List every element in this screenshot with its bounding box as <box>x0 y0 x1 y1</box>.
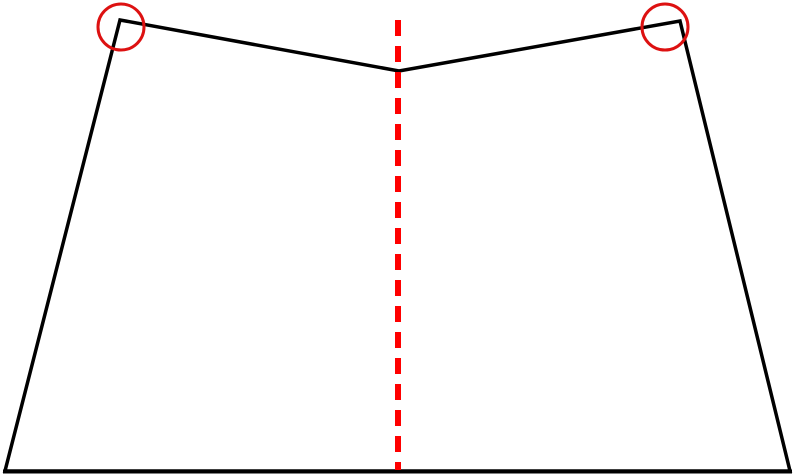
pentagon-outline <box>2 17 793 473</box>
top-left-corner-highlight-circle <box>96 2 146 52</box>
top-right-corner-highlight-circle <box>640 2 690 52</box>
